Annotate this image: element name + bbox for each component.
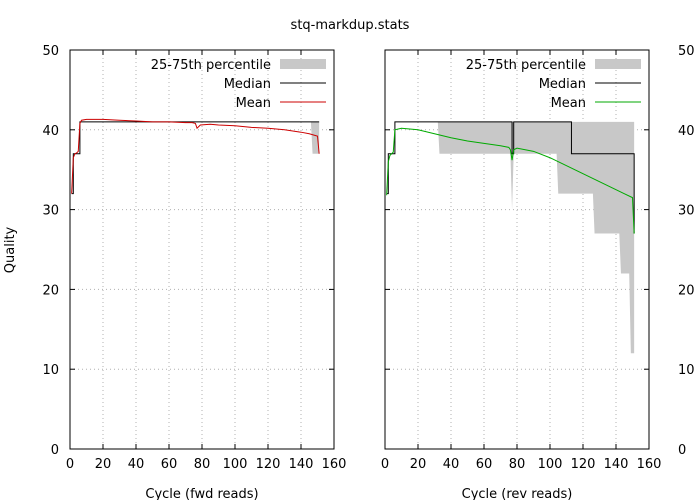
x-tick-label: 60 (476, 457, 493, 472)
legend: 25-75th percentile Median Mean (151, 58, 326, 111)
grid-lines (70, 50, 334, 449)
x-tick-label: 80 (194, 457, 211, 472)
x-tick-label: 160 (637, 457, 662, 472)
y-tick-label: 40 (42, 124, 59, 139)
x-tick-label: 80 (509, 457, 526, 472)
x-tick-label: 20 (95, 457, 112, 472)
x-tick-label: 140 (289, 457, 314, 472)
x-tick-label: 120 (571, 457, 596, 472)
median-line (71, 121, 320, 195)
chart-title: stq-markdup.stats (291, 18, 410, 33)
y-tick-label: 30 (42, 204, 59, 219)
x-tick-label: 100 (538, 457, 563, 472)
y-tick-label: 10 (678, 363, 695, 378)
fwd-reads-panel: 0 20 40 60 80 100 120 140 160 0 10 20 30 40 50 Cycle (f… (42, 44, 346, 500)
x-tick-label: 100 (223, 457, 248, 472)
y-tick-label: 10 (42, 363, 59, 378)
y-axis-label: Quality (3, 226, 18, 273)
x-tick-label: 20 (410, 457, 427, 472)
mean-line (71, 118, 320, 194)
x-tick-label: 120 (256, 457, 281, 472)
legend-swatch (280, 59, 326, 69)
legend-label: Mean (236, 96, 271, 111)
grid-lines (385, 50, 649, 449)
x-axis-label: Cycle (fwd reads) (145, 487, 258, 500)
x-tick-label: 160 (322, 457, 347, 472)
percentile-band (71, 121, 320, 194)
x-tick-label: 0 (381, 457, 389, 472)
percentile-band (386, 121, 635, 354)
x-tick-label: 40 (128, 457, 145, 472)
y-tick-label: 20 (678, 283, 695, 298)
legend-label: Median (539, 77, 586, 92)
y-tick-label: 0 (51, 443, 59, 458)
y-tick-label: 40 (678, 124, 695, 139)
y-tick-label: 0 (678, 443, 686, 458)
x-axis-label: Cycle (rev reads) (462, 487, 573, 500)
x-tick-label: 40 (443, 457, 460, 472)
median-line (386, 121, 635, 234)
y-tick-label: 50 (678, 44, 695, 59)
plot-frame (384, 49, 650, 450)
x-tick-label: 0 (66, 457, 74, 472)
y-tick-label: 20 (42, 283, 59, 298)
y-tick-label: 30 (678, 204, 695, 219)
y-tick-label: 50 (42, 44, 59, 59)
x-tick-label: 60 (161, 457, 178, 472)
legend-label: 25-75th percentile (151, 58, 271, 73)
mean-line (386, 127, 635, 234)
rev-reads-panel: 0 20 40 60 80 100 120 140 160 0 10 20 30 40 50 Cycle (r… (381, 44, 695, 500)
legend-swatch (595, 59, 641, 69)
plot-frame (69, 49, 335, 450)
legend: 25-75th percentile Median Mean (466, 58, 641, 111)
legend-label: 25-75th percentile (466, 58, 586, 73)
x-tick-label: 140 (604, 457, 629, 472)
legend-label: Mean (551, 96, 586, 111)
legend-label: Median (224, 77, 271, 92)
